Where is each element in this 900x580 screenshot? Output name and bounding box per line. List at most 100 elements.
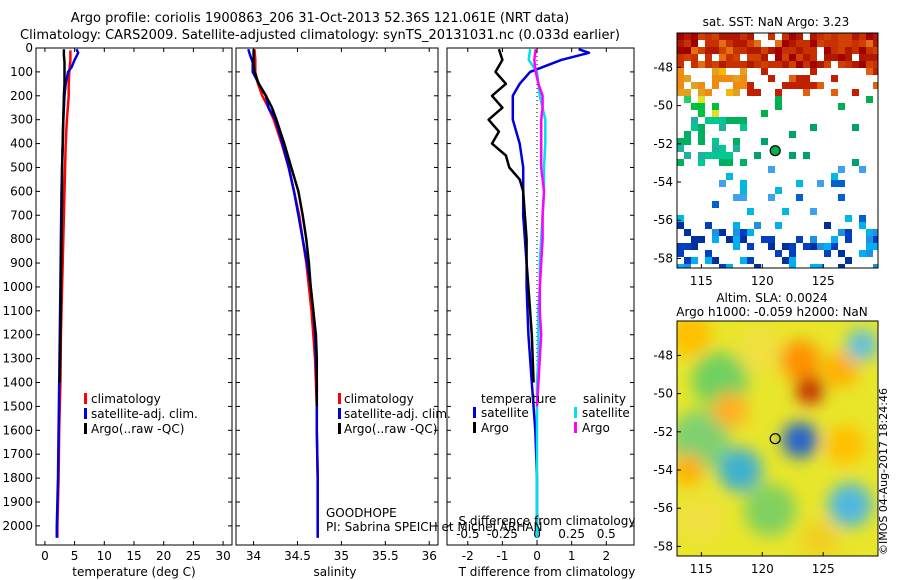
legend-label-satellite: satellite-adj. clim. <box>91 407 198 421</box>
legend-title-temperature: temperature <box>481 392 556 406</box>
map-y-tick-label: -52 <box>653 137 673 151</box>
y-tick-label: 500 <box>10 160 33 174</box>
y-tick-label: 100 <box>10 65 33 79</box>
map-y-tick-label: -56 <box>653 213 673 227</box>
y-tick-label: 1000 <box>2 280 33 294</box>
y-tick-label: 1800 <box>2 471 33 485</box>
difference-series-temperature-argo <box>487 48 535 383</box>
temperature-legend: climatology satellite-adj. clim. Argo(..… <box>84 392 198 436</box>
y-tick-label: 1600 <box>2 423 33 437</box>
x-tick-label-salinity: 0.25 <box>558 527 585 541</box>
map-x-tick-label: 125 <box>812 562 835 576</box>
project-annotation: GOODHOPE <box>326 506 397 520</box>
legend-swatch-satellite <box>84 408 87 419</box>
legend-swatch-temp-satellite <box>473 407 476 418</box>
x-tick-label: 0 <box>41 549 49 563</box>
sla-map-title-line1: Altim. SLA: 0.0024 <box>716 291 827 305</box>
x-tick-label: -2 <box>462 549 474 563</box>
imos-credit: ©IMOS 04-Aug-2017 18:24:46 <box>877 388 890 555</box>
y-tick-label: 1400 <box>2 376 33 390</box>
x-tick-label-salinity: 0.5 <box>597 527 616 541</box>
y-tick-label: 800 <box>10 232 33 246</box>
map-y-tick-label: -54 <box>653 175 673 189</box>
map-y-tick-label: -52 <box>653 425 673 439</box>
y-tick-label: 700 <box>10 208 33 222</box>
x-tick-label: 34 <box>246 549 261 563</box>
legend-label-temp-argo: Argo <box>481 421 509 435</box>
difference-series-salinity-satellite <box>527 49 547 538</box>
legend-swatch-sal-satellite <box>574 407 577 418</box>
difference-series-temperature-satellite <box>511 48 591 538</box>
y-tick-label: 1200 <box>2 328 33 342</box>
argo-location-marker <box>769 145 781 157</box>
map-y-tick-label: -50 <box>653 387 673 401</box>
legend-label-sal-satellite: satellite <box>582 406 630 420</box>
x-tick-label: 15 <box>126 549 141 563</box>
temperature-axes <box>35 47 233 546</box>
legend-label-argo: Argo(..raw -QC) <box>91 422 184 436</box>
salinity-legend: climatology satellite-adj. clim. Argo(..… <box>338 392 451 436</box>
legend-label-satellite: satellite-adj. clim. <box>344 407 451 421</box>
y-tick-label: 0 <box>25 41 33 55</box>
legend-title-salinity: salinity <box>583 392 626 406</box>
x-tick-label: 2 <box>602 549 610 563</box>
legend-swatch-climatology <box>338 393 341 404</box>
salinity-series-satellite-adj-clim- <box>247 48 319 538</box>
x-tick-label: 35.5 <box>372 549 399 563</box>
sla-map-field <box>677 321 878 556</box>
salinity-series-argo-raw-qc- <box>252 49 319 407</box>
y-tick-label: 300 <box>10 113 33 127</box>
figure-title-line2: Climatology: CARS2009. Satellite-adjuste… <box>20 28 620 43</box>
map-y-tick-label: -58 <box>653 251 673 265</box>
map-x-tick-label: 115 <box>690 562 713 576</box>
x-tick-label-salinity: -0.25 <box>487 527 518 541</box>
legend-swatch-argo <box>84 423 87 434</box>
sst-map-axes <box>676 32 879 269</box>
salinity-series-climatology <box>253 49 319 538</box>
map-y-tick-label: -48 <box>653 60 673 74</box>
legend-label-temp-satellite: satellite <box>481 406 529 420</box>
x-tick-label: 36 <box>422 549 437 563</box>
sst-map-cells <box>677 33 878 268</box>
difference-xlabel: T difference from climatology <box>458 565 636 579</box>
map-x-tick-label: 120 <box>751 562 774 576</box>
y-tick-label: 1300 <box>2 352 33 366</box>
y-tick-label: 1500 <box>2 399 33 413</box>
sst-map-title: sat. SST: NaN Argo: 3.23 <box>703 15 850 29</box>
figure-title-line1: Argo profile: coriolis 1900863_206 31-Oc… <box>70 11 570 26</box>
pi-annotation: PI: Sabrina SPEICH et Michel ARHAN <box>326 520 543 534</box>
x-tick-label: 30 <box>215 549 230 563</box>
map-x-tick-label: 120 <box>751 274 774 288</box>
map-x-tick-label: 115 <box>690 274 713 288</box>
argo-location-marker <box>769 433 781 445</box>
x-tick-label: 1 <box>568 549 576 563</box>
x-tick-label: 35 <box>334 549 349 563</box>
legend-label-argo: Argo(..raw -QC) <box>344 422 437 436</box>
legend-swatch-argo <box>338 423 341 434</box>
map-y-tick-label: -56 <box>653 501 673 515</box>
sla-map-axes <box>676 320 879 557</box>
x-tick-label: -1 <box>496 549 508 563</box>
x-tick-label: 10 <box>97 549 112 563</box>
y-tick-label: 1900 <box>2 495 33 509</box>
legend-swatch-sal-argo <box>574 422 577 433</box>
legend-swatch-satellite <box>338 408 341 419</box>
y-tick-label: 400 <box>10 137 33 151</box>
difference-series-salinity-argo <box>533 49 546 407</box>
x-tick-label: 34.5 <box>284 549 311 563</box>
x-tick-label: 20 <box>156 549 171 563</box>
temperature-xlabel: temperature (deg C) <box>72 565 195 579</box>
map-y-tick-label: -48 <box>653 348 673 362</box>
map-y-tick-label: -54 <box>653 463 673 477</box>
x-tick-label: 5 <box>71 549 79 563</box>
difference-legend: temperature salinity satellite Argo sate… <box>473 392 630 435</box>
legend-label-sal-argo: Argo <box>582 421 610 435</box>
legend-label-climatology: climatology <box>91 392 161 406</box>
y-tick-label: 2000 <box>2 519 33 533</box>
x-tick-label: 25 <box>186 549 201 563</box>
sla-map-title-line2: Argo h1000: -0.059 h2000: NaN <box>676 305 868 319</box>
y-tick-label: 900 <box>10 256 33 270</box>
salinity-axes <box>235 47 439 546</box>
legend-swatch-climatology <box>84 393 87 404</box>
